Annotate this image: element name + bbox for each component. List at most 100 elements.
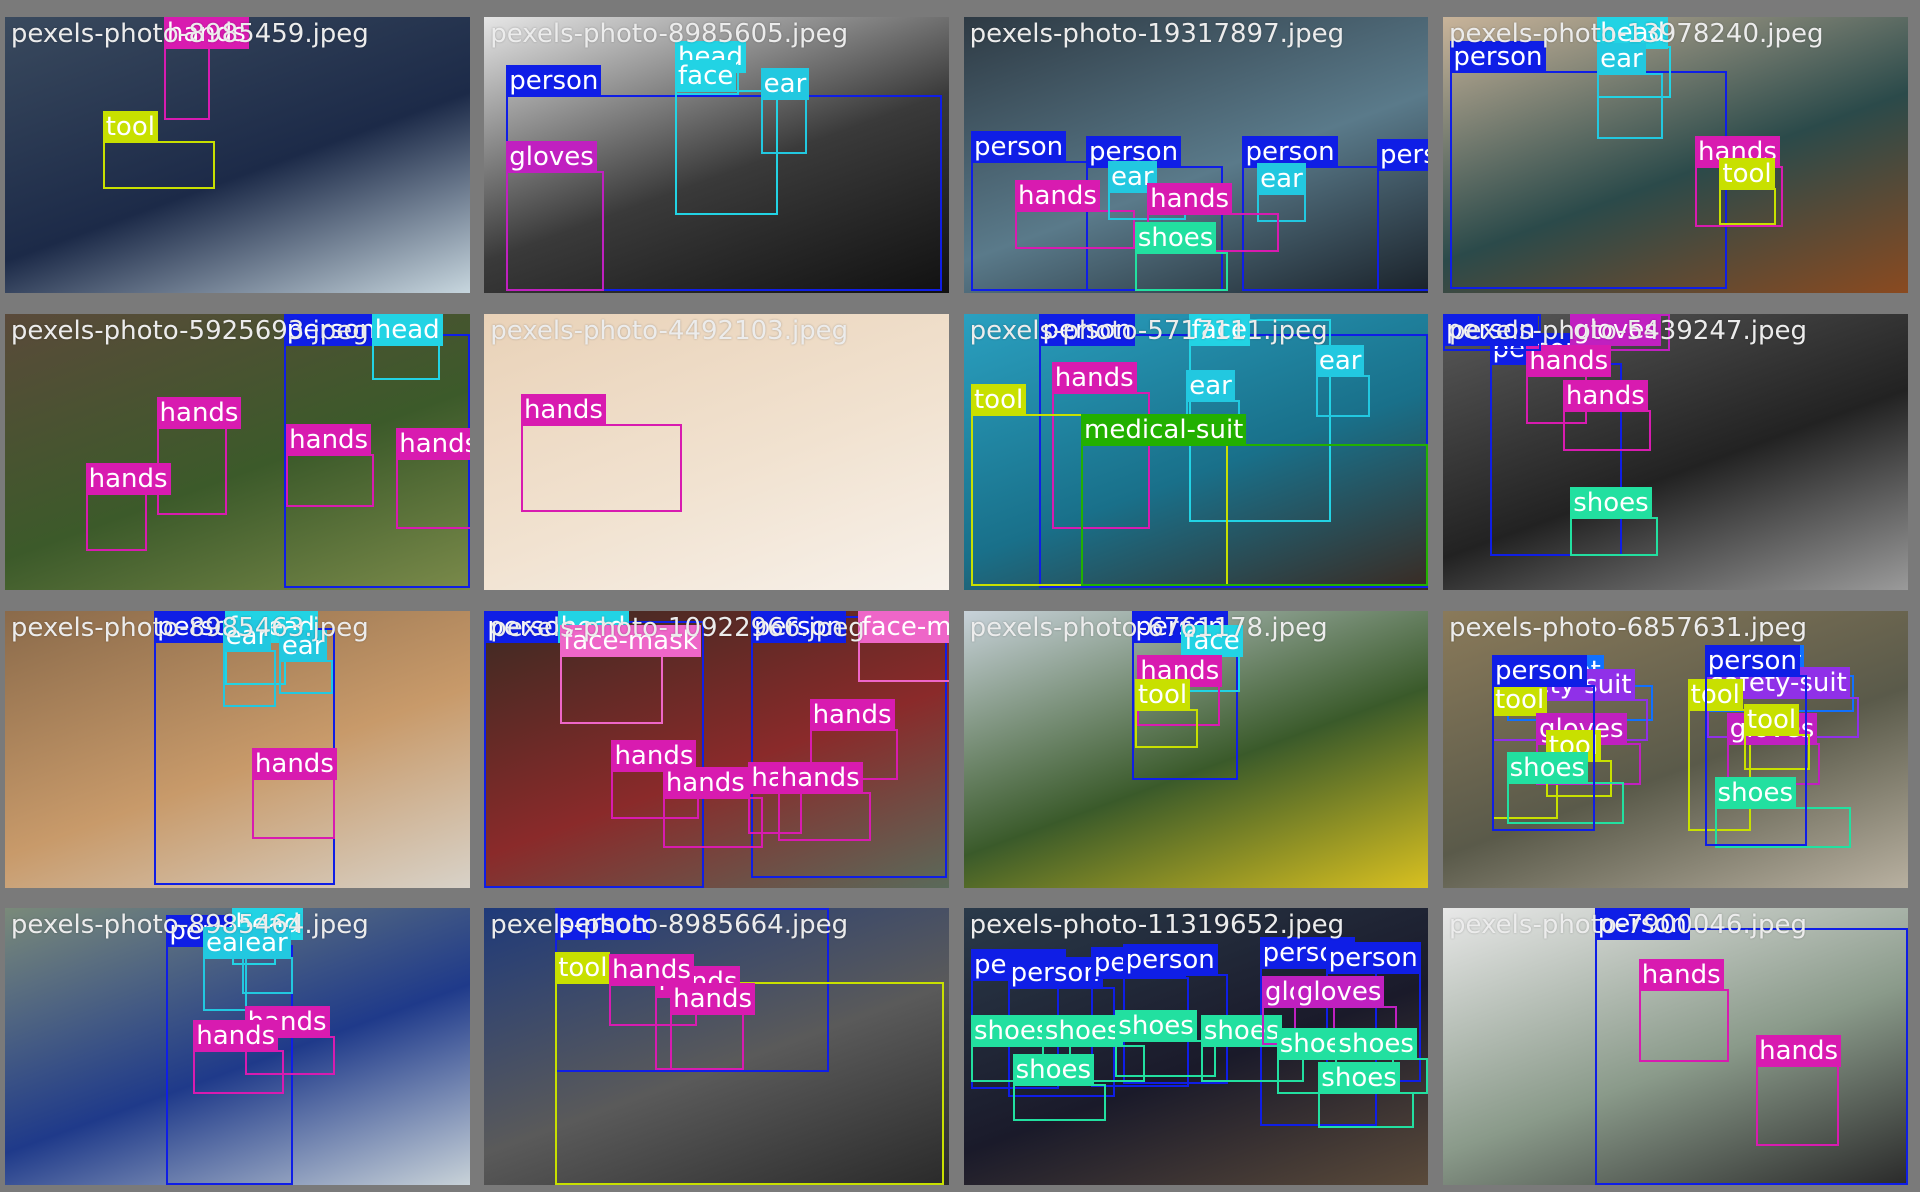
detection-label: tool [555, 951, 611, 984]
bounding-box-hands [193, 1050, 284, 1095]
bounding-box-person [750, 616, 947, 878]
image-filename: pexels-photo-10922966.jpeg [490, 613, 865, 644]
bounding-box-hands [1756, 1064, 1840, 1146]
photo [484, 314, 949, 591]
detection-label: hands [1638, 959, 1724, 992]
detection-label: hands [809, 698, 895, 731]
image-tile: hands tool pexels-photo-8985459.jpeg [4, 17, 470, 294]
detection-label: hands [1756, 1034, 1842, 1067]
detection-label: hands [1015, 180, 1100, 213]
bounding-box-hands [1562, 409, 1651, 452]
bounding-box-person [1704, 674, 1808, 846]
bounding-box-hands [85, 492, 147, 552]
detection-label: shoes [1012, 1054, 1095, 1087]
detection-label: shoes [1570, 487, 1652, 520]
detection-label: tool [1687, 679, 1743, 712]
bounding-box-hands [1638, 989, 1730, 1063]
bounding-box-person [1377, 168, 1429, 291]
detection-label: ear [1315, 345, 1365, 378]
detection-label: person [1122, 944, 1218, 977]
image-tile: person face ear ear hands tool medical-suit pex… [963, 314, 1429, 591]
detection-label: shoes [970, 1015, 1053, 1048]
detection-label: tool [102, 110, 158, 143]
detection-label: medical-suit [1081, 413, 1247, 446]
detection-label: shoes [1506, 752, 1589, 785]
image-filename: pexels-photo-13978240.jpeg [1449, 19, 1824, 50]
image-tile: personheadface-maskpersonface-maskhandsh… [484, 611, 949, 888]
detection-label: person [1039, 314, 1135, 347]
image-tile: personheadfaceearearhandspexels-photo-89… [4, 611, 470, 888]
detection-label: hands [163, 17, 249, 50]
detection-label: hands [286, 423, 372, 456]
detection-label: shoes [1318, 1061, 1400, 1094]
bounding-box-ear [222, 650, 277, 707]
image-tile: hands pexels-photo-4492103.jpeg [484, 314, 949, 591]
image-filename: pexels-photo-5717111.jpeg [969, 316, 1328, 347]
detection-label: hands [609, 954, 694, 987]
photo [4, 17, 470, 294]
detection-label: person [970, 131, 1067, 164]
bounding-box-ear [1597, 73, 1664, 140]
detection-label: tool [1743, 703, 1800, 736]
bounding-box-gloves [506, 171, 605, 291]
bounding-box-ear [203, 957, 248, 1012]
detection-label: person [750, 611, 846, 644]
bounding-box-tool [102, 140, 216, 190]
detection-label: person [1325, 941, 1421, 974]
bounding-box-ear [1315, 375, 1370, 417]
image-tile: person tool hands hands hands pexels-photo-89… [484, 908, 949, 1185]
bounding-box-tool [1134, 709, 1199, 749]
bounding-box-hands [520, 424, 683, 513]
detection-label: shoes [1335, 1027, 1417, 1060]
image-filename: pexels-photo-8985463.jpeg [10, 613, 369, 644]
detection-label: hands [1562, 379, 1648, 412]
detection-label: hands [156, 396, 242, 429]
image-filename: pexels-photo-8985664.jpeg [490, 910, 849, 941]
detection-label: face [1181, 625, 1243, 658]
detection-label: face [1188, 314, 1251, 347]
detection-label: shoes [1115, 1010, 1197, 1043]
image-filename: pexels-photo-7900046.jpeg [1449, 910, 1807, 941]
detection-label: face-mask [560, 625, 701, 658]
detection-label: person [1450, 40, 1546, 73]
bounding-box-hands [396, 458, 470, 530]
bounding-box-hands [670, 1013, 744, 1070]
bounding-box-medical-suit [1081, 443, 1429, 586]
detection-label: shoes [1041, 1015, 1124, 1048]
detection-label: ear [1186, 369, 1235, 402]
detection-label: person [1594, 908, 1690, 941]
detection-label: hands [662, 767, 748, 800]
detection-label: person [555, 908, 651, 941]
detection-label: hands [777, 762, 863, 795]
photo [4, 314, 470, 591]
image-filename: pexels-photo-19317897.jpeg [969, 19, 1345, 50]
detection-label: person [1491, 654, 1588, 687]
detection-label: tool [970, 384, 1027, 417]
image-tile: person head face ear gloves pexels-photo-8985… [484, 17, 949, 294]
bounding-box-shoes [1570, 517, 1659, 557]
bounding-box-person [1594, 927, 1908, 1185]
detection-label: person [1377, 138, 1429, 171]
detection-label: ear [760, 67, 810, 100]
detection-label: hands [85, 462, 171, 495]
detection-label: tool [1719, 158, 1775, 191]
image-tile: personheadearearhandshandspexels-photo-8… [4, 908, 470, 1185]
image-tile: personpersonpersonpersonpersonpersonshoe… [963, 908, 1429, 1185]
detection-label: gloves [506, 141, 597, 174]
detection-label: hands [1051, 362, 1137, 395]
detection-label: person [1704, 644, 1800, 677]
photo [4, 611, 470, 888]
detection-label: person [1242, 136, 1338, 169]
image-tile: persongloveshandshandsshoespersonpexels-… [1443, 314, 1908, 591]
detection-label: ear [222, 620, 272, 653]
detection-label: hands [396, 428, 470, 461]
detection-label: shoes [1200, 1015, 1283, 1048]
bounding-box-face-mask [560, 655, 663, 724]
detection-label: hands [611, 740, 697, 773]
image-filename: pexels-photo-6761178.jpeg [969, 613, 1328, 644]
detection-label: ear [278, 630, 328, 663]
detection-label: tool [1134, 679, 1191, 712]
image-filename: pexels-photo-8985464.jpeg [10, 910, 369, 941]
bounding-box-shoes [1318, 1091, 1414, 1129]
